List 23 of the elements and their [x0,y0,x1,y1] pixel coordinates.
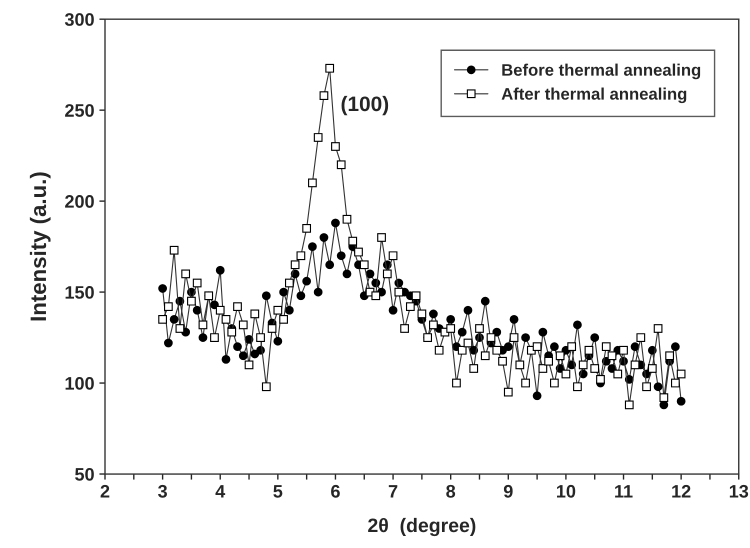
legend-label: Before thermal annealing [502,64,700,80]
x-tick-label: 8 [446,484,456,498]
y-tick-label: 250 [65,104,94,117]
annotation: (100) [342,96,388,116]
x-tick-label: 5 [273,485,282,498]
x-axis-title: 2θ (degree) [368,518,476,536]
x-tick-label: 13 [730,484,748,498]
x-tick-label: 10 [557,484,576,498]
y-tick-label: 150 [66,286,94,299]
x-tick-label: 4 [215,485,226,498]
legend-label: After thermal annealing [502,88,686,104]
x-tick-label: 3 [158,484,167,498]
y-tick-label: 50 [75,468,94,481]
y-tick-label: 300 [64,13,94,26]
y-axis-title: Intensity (a.u.) [30,172,51,320]
y-tick-label: 100 [66,376,94,390]
x-tick-label: 7 [388,485,398,498]
x-tick-label: 6 [331,484,340,498]
x-tick-label: 11 [615,485,633,498]
x-tick-label: 2 [100,484,110,498]
y-tick-label: 200 [65,195,94,208]
x-tick-label: 9 [504,484,513,498]
x-tick-label: 12 [672,484,690,498]
